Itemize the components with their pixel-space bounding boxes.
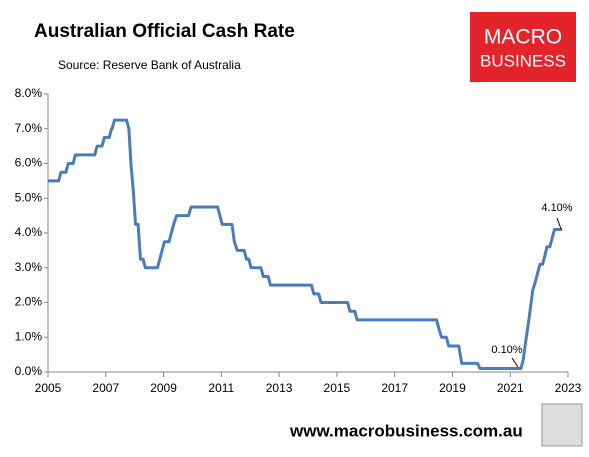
y-tick-label: 1.0% <box>15 329 43 343</box>
y-tick-label: 6.0% <box>15 156 43 170</box>
y-tick-label: 5.0% <box>15 190 43 204</box>
annotation-leader <box>556 217 562 230</box>
line-series <box>48 118 563 371</box>
x-tick-label: 2017 <box>381 381 408 395</box>
y-tick-label: 3.0% <box>15 260 43 274</box>
x-tick-label: 2007 <box>92 381 119 395</box>
y-tick-label: 2.0% <box>15 295 43 309</box>
chart-subtitle: Source: Reserve Bank of Australia <box>58 58 241 72</box>
x-tick-label: 2015 <box>324 381 351 395</box>
logo-text: BUSINESS <box>480 51 566 70</box>
x-tick-label: 2005 <box>35 381 62 395</box>
y-tick-label: 0.0% <box>15 364 43 378</box>
x-tick-label: 2019 <box>439 381 466 395</box>
x-tick-label: 2021 <box>497 381 524 395</box>
y-tick-label: 4.0% <box>15 225 43 239</box>
x-tick-label: 2023 <box>555 381 582 395</box>
y-tick-label: 8.0% <box>15 86 43 100</box>
chart-title: Australian Official Cash Rate <box>34 21 295 42</box>
footer: www.macrobusiness.com.au <box>289 421 523 440</box>
annotation: 4.10% <box>541 202 572 214</box>
wolf-icon <box>541 403 583 447</box>
x-tick-label: 2011 <box>208 381 234 395</box>
x-tick-label: 2009 <box>150 381 177 395</box>
logo-background <box>470 12 576 82</box>
annotation: 0.10% <box>491 344 522 356</box>
logo-text: MACRO <box>484 26 562 49</box>
annotation-leader <box>511 357 519 368</box>
y-tick-label: 7.0% <box>15 121 43 135</box>
x-tick-label: 2013 <box>266 381 293 395</box>
